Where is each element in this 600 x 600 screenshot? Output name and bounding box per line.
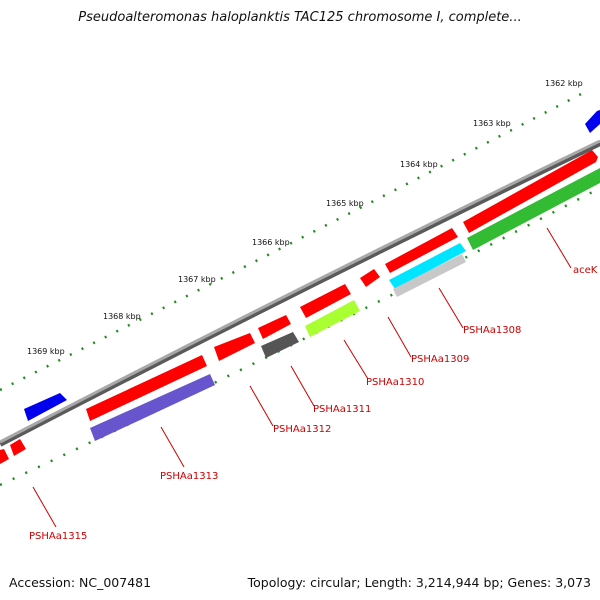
gene-blue-left: [24, 393, 67, 421]
gene-red-a: [463, 150, 598, 233]
gene-blue-1362: [585, 110, 600, 133]
connector-pshaa1313: [160, 426, 185, 468]
inner-tick-ring: [0, 186, 600, 487]
kbp-label: 1364 kbp: [400, 160, 438, 169]
gene-red-c: [360, 269, 380, 287]
gene-red-h: [10, 439, 26, 456]
kbp-label: 1363 kbp: [473, 119, 511, 128]
gene-label-pshaa1309: PSHAa1309: [411, 354, 469, 365]
accession-text: Accession: NC_007481: [9, 575, 152, 590]
kbp-label: 1369 kbp: [27, 347, 65, 356]
kbp-label: 1368 kbp: [103, 312, 141, 321]
gene-label-acek: aceK: [573, 265, 598, 276]
connector-pshaa1311: [290, 365, 315, 407]
reverse-strand-genes: [90, 168, 600, 441]
kbp-label: 1366 kbp: [252, 238, 290, 247]
forward-strand-genes: [0, 110, 600, 464]
gene-red-e: [258, 315, 291, 339]
map-title: Pseudoalteromonas haloplanktis TAC125 ch…: [78, 10, 522, 25]
gene-label-pshaa1312: PSHAa1312: [273, 424, 331, 435]
label-connectors: [32, 227, 572, 528]
gene-label-pshaa1313: PSHAa1313: [160, 471, 218, 482]
gene-purple-1313: [90, 374, 215, 441]
kbp-label: 1365 kbp: [326, 199, 364, 208]
gene-labels: aceK PSHAa1308 PSHAa1309 PSHAa1310 PSHAa…: [29, 265, 598, 542]
kbp-labels: 1362 kbp 1363 kbp 1364 kbp 1365 kbp 1366…: [27, 79, 583, 356]
outer-tick-ring: [0, 90, 586, 392]
connector-pshaa1309: [387, 316, 412, 358]
backbone-shadow: [0, 140, 600, 447]
gene-label-pshaa1311: PSHAa1311: [313, 404, 371, 415]
gene-red-b: [385, 228, 458, 273]
connector-pshaa1308: [438, 287, 464, 329]
gene-red-f: [214, 333, 255, 361]
gene-label-pshaa1315: PSHAa1315: [29, 531, 87, 542]
gene-gray-1308: [393, 254, 466, 297]
connector-pshaa1312: [249, 385, 274, 427]
gene-red-i: [0, 449, 9, 464]
gene-cyan-1308: [389, 243, 466, 289]
gene-red-g: [86, 355, 207, 421]
gene-green-acek: [467, 168, 600, 250]
gene-label-pshaa1310: PSHAa1310: [366, 377, 424, 388]
connector-acek: [546, 227, 572, 269]
connector-pshaa1310: [343, 339, 369, 380]
gene-red-d: [300, 284, 351, 318]
backbone: [0, 139, 600, 444]
gene-darkgray-1311: [261, 332, 299, 358]
genome-summary-text: Topology: circular; Length: 3,214,944 bp…: [247, 575, 591, 590]
kbp-label: 1362 kbp: [545, 79, 583, 88]
gene-lime-1310: [305, 300, 360, 337]
connector-pshaa1315: [32, 486, 57, 528]
kbp-label: 1367 kbp: [178, 275, 216, 284]
gene-label-pshaa1308: PSHAa1308: [463, 325, 521, 336]
